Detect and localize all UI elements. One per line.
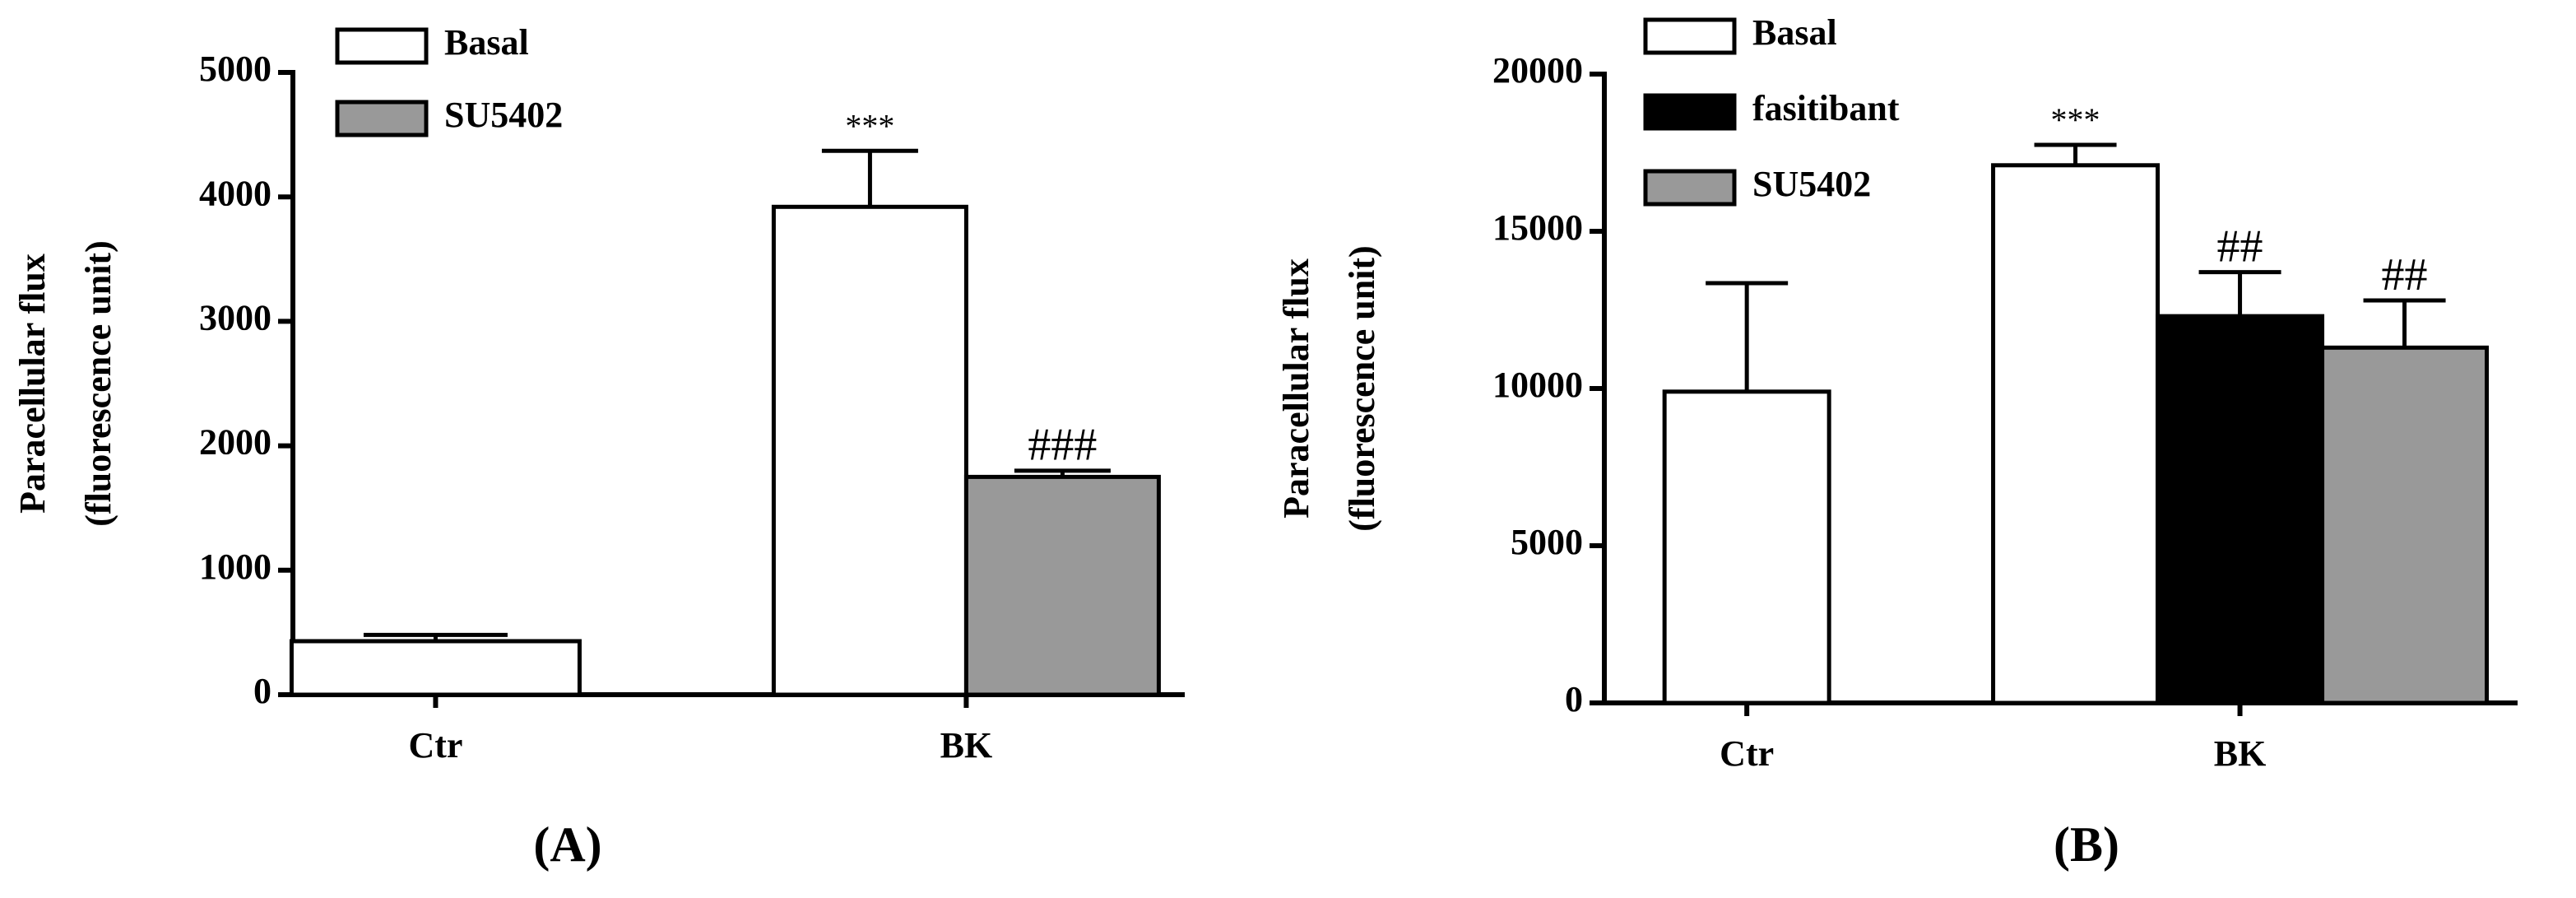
legend-swatch: [335, 27, 429, 65]
legend-label: Basal: [1752, 12, 1837, 53]
bar: [2156, 314, 2325, 705]
y-tick-label: 20000: [1492, 50, 1583, 91]
legend-swatch: [1643, 17, 1737, 55]
bar: [1662, 389, 1831, 705]
y-tick-label: 4000: [199, 173, 272, 213]
panel-label: (B): [2054, 817, 2119, 872]
bar: [1991, 163, 2161, 705]
y-tick-label: 0: [1565, 679, 1583, 719]
x-tick-label: BK: [940, 725, 993, 765]
y-tick-label: 10000: [1492, 365, 1583, 405]
bar: [289, 639, 582, 697]
y-tick-label: 15000: [1492, 207, 1583, 248]
x-tick-label: BK: [2214, 733, 2267, 774]
significance-label: ##: [2217, 221, 2263, 272]
bar: [963, 474, 1161, 697]
x-tick-label: Ctr: [1720, 733, 1774, 774]
legend-swatch: [1643, 93, 1737, 131]
significance-label: ##: [2382, 249, 2428, 300]
legend-label: fasitibant: [1752, 88, 1900, 128]
y-tick-label: 5000: [199, 49, 272, 89]
legend-label: Basal: [444, 22, 529, 63]
bar: [771, 204, 968, 697]
legend-label: SU5402: [444, 95, 563, 135]
panel-label: (A): [533, 817, 601, 872]
y-axis-title: Paracellular flux: [12, 254, 53, 514]
y-axis-title: (fluorescence unit): [1342, 245, 1382, 531]
bar: [2320, 345, 2490, 705]
significance-label: ###: [1028, 420, 1097, 471]
y-axis-title: (fluorescence unit): [78, 240, 118, 526]
legend-swatch: [1643, 169, 1737, 207]
significance-label: ***: [2051, 101, 2100, 138]
legend-label: SU5402: [1752, 164, 1871, 204]
y-tick-label: 5000: [1511, 522, 1583, 562]
y-axis-title: Paracellular flux: [1276, 258, 1316, 519]
significance-label: ***: [845, 107, 894, 144]
y-tick-label: 1000: [199, 547, 272, 587]
legend-swatch: [335, 100, 429, 137]
y-tick-label: 3000: [199, 297, 272, 337]
y-tick-label: 0: [253, 671, 272, 711]
y-tick-label: 2000: [199, 422, 272, 463]
x-tick-label: Ctr: [408, 725, 462, 765]
